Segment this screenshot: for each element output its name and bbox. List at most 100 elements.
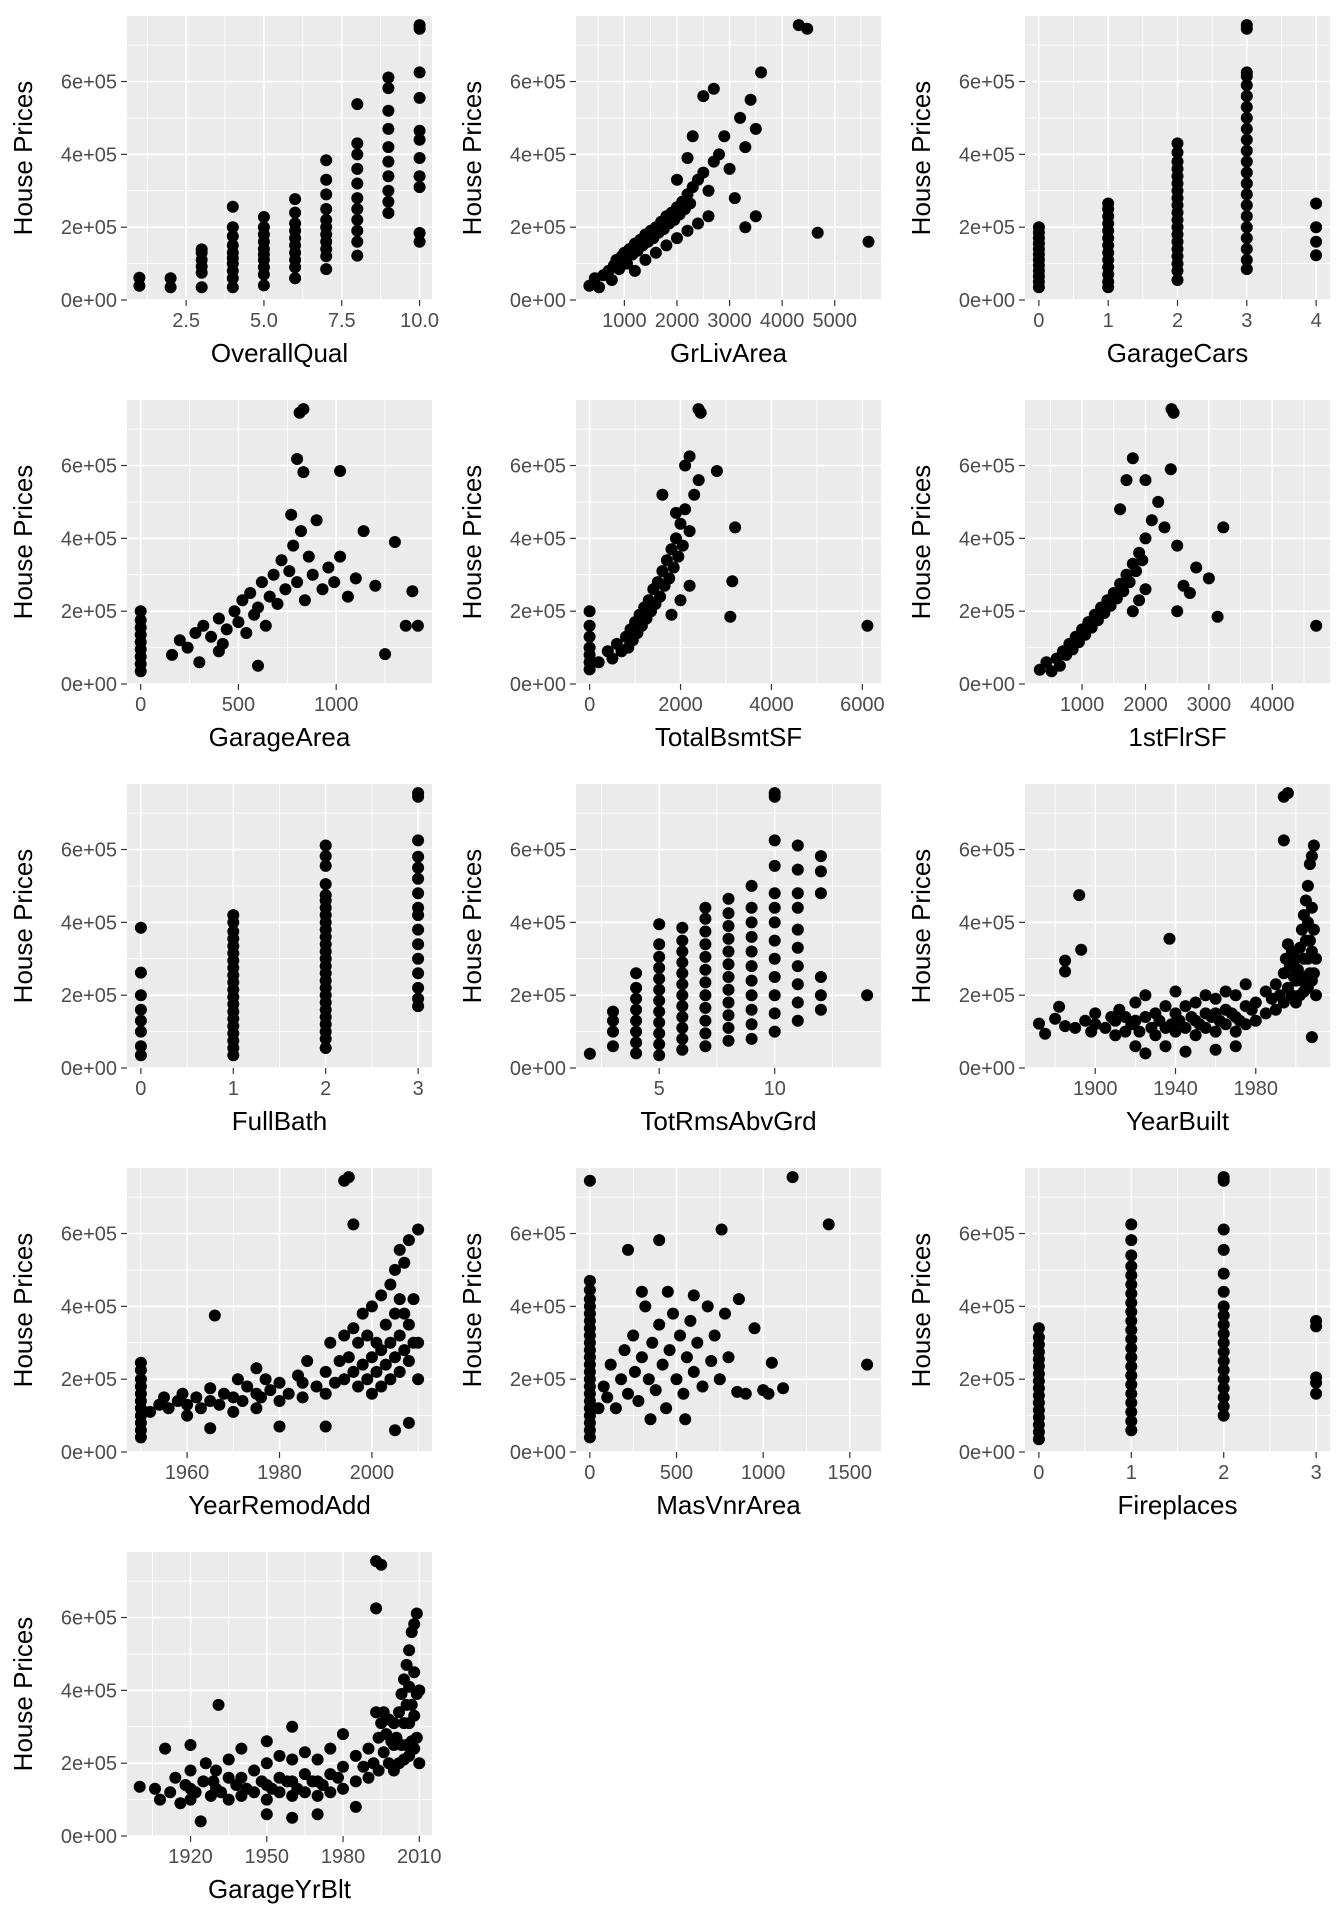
data-point	[1217, 1285, 1230, 1298]
data-point	[1310, 221, 1323, 234]
data-point	[403, 1680, 416, 1693]
data-point	[862, 235, 875, 248]
data-point	[722, 892, 735, 905]
data-point	[1240, 101, 1253, 113]
data-point	[212, 645, 225, 658]
data-point	[1179, 1000, 1192, 1013]
data-point	[1219, 985, 1232, 998]
data-point	[653, 1038, 666, 1051]
data-point	[768, 1007, 781, 1020]
data-point	[768, 934, 781, 947]
data-point	[677, 1387, 690, 1400]
data-point	[166, 648, 178, 661]
data-point	[1053, 1000, 1066, 1013]
y-tick-label: 4e+05	[510, 912, 566, 934]
data-points	[134, 787, 425, 1062]
chart-panel-1stflrsf: 1000 2000 3000 4000 0e+00 2e+05 4e+05 6e+05 1stF…	[906, 400, 1330, 752]
data-point	[791, 941, 804, 954]
data-point	[298, 1786, 311, 1799]
data-point	[1217, 1309, 1230, 1322]
data-point	[749, 122, 762, 135]
y-tick-label: 2e+05	[959, 601, 1015, 623]
x-tick-label: 4000	[760, 310, 805, 332]
y-tick-label: 0e+00	[959, 290, 1015, 312]
y-tick-label: 6e+05	[959, 456, 1015, 478]
data-point	[583, 630, 596, 643]
data-point	[684, 197, 697, 210]
data-point	[403, 1644, 416, 1657]
data-point	[1217, 1318, 1230, 1331]
y-tick-label: 6e+05	[959, 1224, 1015, 1246]
data-point	[1125, 1314, 1138, 1327]
data-point	[351, 98, 364, 111]
data-point	[653, 1049, 666, 1062]
data-point	[674, 517, 687, 530]
data-point	[1310, 197, 1323, 210]
data-point	[1053, 659, 1066, 672]
data-point	[1307, 967, 1320, 980]
data-point	[389, 1424, 401, 1437]
data-point	[1171, 605, 1184, 618]
data-point	[222, 1753, 235, 1766]
y-tick-label: 4e+05	[959, 144, 1015, 166]
x-tick-label: 2000	[658, 694, 703, 716]
data-point	[630, 967, 643, 980]
data-point	[412, 901, 425, 914]
x-axis-title: GarageYrBlt	[208, 1874, 352, 1904]
data-point	[688, 488, 701, 501]
data-point	[1183, 587, 1196, 599]
data-point	[681, 152, 694, 164]
data-point	[190, 1391, 203, 1404]
data-point	[351, 203, 364, 215]
data-point	[264, 1384, 277, 1397]
y-tick-label: 4e+05	[959, 1296, 1015, 1318]
data-point	[204, 1395, 217, 1407]
data-point	[316, 583, 329, 596]
y-tick-label: 4e+05	[61, 144, 117, 166]
data-point	[1099, 1021, 1112, 1034]
data-point	[320, 173, 333, 186]
data-point	[319, 850, 332, 863]
data-point	[134, 1003, 147, 1016]
data-point	[1159, 1000, 1172, 1013]
y-tick-label: 2e+05	[959, 1369, 1015, 1391]
data-point	[181, 641, 194, 654]
data-point	[1239, 978, 1252, 991]
x-tick-label: 1	[1126, 1462, 1137, 1484]
data-point	[1059, 965, 1072, 978]
data-point	[653, 1027, 666, 1040]
data-point	[1240, 166, 1253, 179]
chart-panel-fullbath: 0 1 2 3 0e+00 2e+05 4e+05 6e+05 FullBath House Pr…	[8, 784, 432, 1136]
data-point	[1199, 989, 1212, 1002]
y-tick-label: 2e+05	[61, 1753, 117, 1775]
data-point	[1310, 235, 1323, 248]
data-point	[389, 1307, 401, 1320]
data-point	[768, 834, 781, 847]
data-point	[1190, 561, 1203, 574]
data-point	[316, 1779, 329, 1791]
data-point	[1139, 989, 1152, 1002]
data-point	[679, 1413, 692, 1426]
data-point	[413, 91, 426, 104]
x-axis-title: Fireplaces	[1118, 1490, 1238, 1520]
data-point	[351, 249, 364, 262]
data-point	[1240, 188, 1253, 201]
y-tick-label: 0e+00	[959, 1058, 1015, 1080]
data-point	[702, 210, 715, 223]
data-point	[1303, 934, 1316, 947]
data-point	[384, 1278, 397, 1291]
data-point	[301, 1355, 314, 1367]
data-point	[164, 281, 177, 294]
data-point	[412, 787, 425, 800]
y-tick-label: 0e+00	[510, 1058, 566, 1080]
data-points	[134, 403, 424, 678]
data-point	[642, 1373, 655, 1386]
data-point	[218, 1387, 230, 1400]
x-tick-label: 2000	[350, 1462, 395, 1484]
data-point	[351, 192, 364, 205]
data-point	[362, 1742, 375, 1755]
data-point	[149, 1782, 161, 1795]
data-point	[1120, 474, 1133, 487]
data-point	[1139, 532, 1152, 545]
data-point	[653, 961, 666, 974]
